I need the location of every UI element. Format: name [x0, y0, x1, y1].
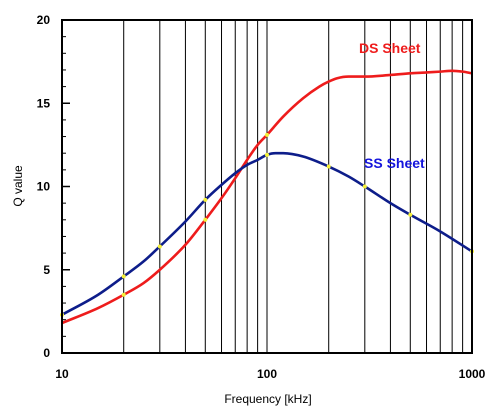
- ds-sheet-marker: [265, 132, 269, 137]
- plot-frame: [61, 19, 473, 354]
- ss-sheet-marker: [157, 244, 162, 249]
- ss-sheet-marker: [203, 197, 208, 202]
- ss-sheet-marker: [326, 164, 331, 169]
- ss-sheet-label: SS Sheet: [364, 155, 425, 171]
- ss-sheet-marker: [408, 212, 413, 217]
- y-tick-label: 0: [43, 346, 50, 360]
- y-tick-label: 15: [37, 96, 51, 110]
- y-tick-label: 20: [37, 13, 51, 27]
- ss-sheet-marker: [362, 184, 367, 189]
- x-tick-label: 10: [55, 367, 69, 381]
- x-tick-label: 1000: [459, 367, 486, 381]
- ds-sheet-line: [61, 69, 473, 325]
- y-tick-label: 5: [43, 263, 50, 277]
- ss-sheet-line: [61, 151, 473, 316]
- ds-sheet-marker: [203, 217, 208, 222]
- ds-sheet-marker: [121, 292, 126, 297]
- series-layer: [61, 69, 473, 325]
- x-tick-label: 100: [257, 367, 277, 381]
- tick-labels: 0 5 10 15 20 10 100 1000: [37, 13, 486, 381]
- ss-sheet-marker: [265, 152, 269, 157]
- ss-sheet-marker: [121, 274, 126, 279]
- ds-sheet-label: DS Sheet: [359, 40, 421, 56]
- y-axis-title: Q value: [11, 165, 25, 207]
- y-tick-label: 10: [37, 180, 51, 194]
- x-axis-title: Frequency [kHz]: [224, 392, 311, 406]
- grid-lines: [62, 20, 464, 353]
